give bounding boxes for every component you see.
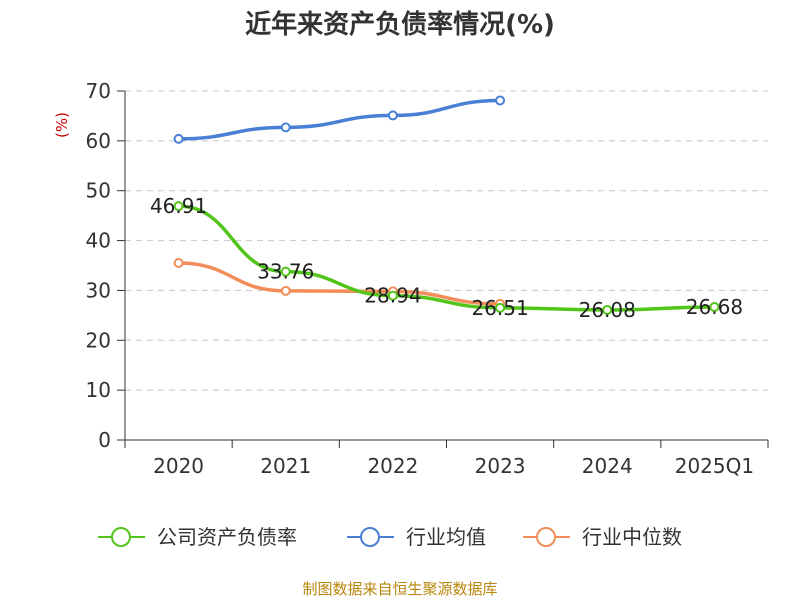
y-tick-label: 20 (86, 328, 111, 352)
data-label: 26.08 (579, 298, 636, 322)
y-axis-unit: (%) (53, 112, 71, 138)
gridlines (125, 90, 768, 391)
data-point (173, 133, 184, 144)
data-point (709, 301, 720, 312)
legend-marker (360, 527, 380, 547)
y-tick-label: 40 (86, 229, 111, 253)
x-tick-label: 2024 (582, 454, 633, 478)
y-tick-label: 0 (98, 428, 111, 452)
y-tick-label: 30 (86, 278, 111, 302)
legend-label: 公司资产负债率 (157, 525, 297, 549)
data-point (173, 258, 184, 269)
data-label: 33.76 (257, 260, 314, 284)
series-line (176, 98, 502, 141)
data-point (280, 122, 291, 133)
y-tick-label: 50 (86, 179, 111, 203)
data-point (495, 302, 506, 313)
legend-marker (536, 527, 556, 547)
x-tick-label: 2020 (153, 454, 204, 478)
y-tick-label: 10 (86, 378, 111, 402)
data-point (387, 290, 398, 301)
series-line (176, 261, 502, 306)
data-point (602, 304, 613, 315)
x-tick-label: 2023 (475, 454, 526, 478)
x-tick-label: 2025Q1 (675, 454, 754, 478)
data-label: 28.94 (364, 284, 421, 308)
legend: 公司资产负债率 行业均值 行业中位数 (98, 525, 682, 549)
data-label: 26.68 (686, 295, 743, 319)
data-label: 26.51 (471, 296, 528, 320)
data-point (495, 95, 506, 106)
source-note: 制图数据来自恒生聚源数据库 (302, 580, 497, 598)
x-tick-label: 2022 (367, 454, 418, 478)
series-line (176, 204, 717, 312)
data-point (387, 110, 398, 121)
x-tick-label: 2021 (260, 454, 311, 478)
data-label: 46.91 (150, 194, 207, 218)
legend-label: 行业均值 (406, 525, 486, 549)
legend-label: 行业中位数 (582, 525, 682, 549)
series-layer (173, 95, 720, 315)
data-point (173, 201, 184, 212)
data-labels: 46.91 33.76 28.94 26.51 26.08 26.68 (150, 194, 743, 322)
y-tick-label: 70 (86, 79, 111, 103)
data-point (280, 266, 291, 277)
axes: 0 10 20 30 40 50 60 70 2020 2021 2022 2023 2024 2025Q… (86, 79, 769, 478)
y-tick-label: 60 (86, 129, 111, 153)
data-point (280, 285, 291, 296)
legend-marker (111, 527, 131, 547)
chart-title: 近年来资产负债率情况(%) (245, 9, 555, 40)
